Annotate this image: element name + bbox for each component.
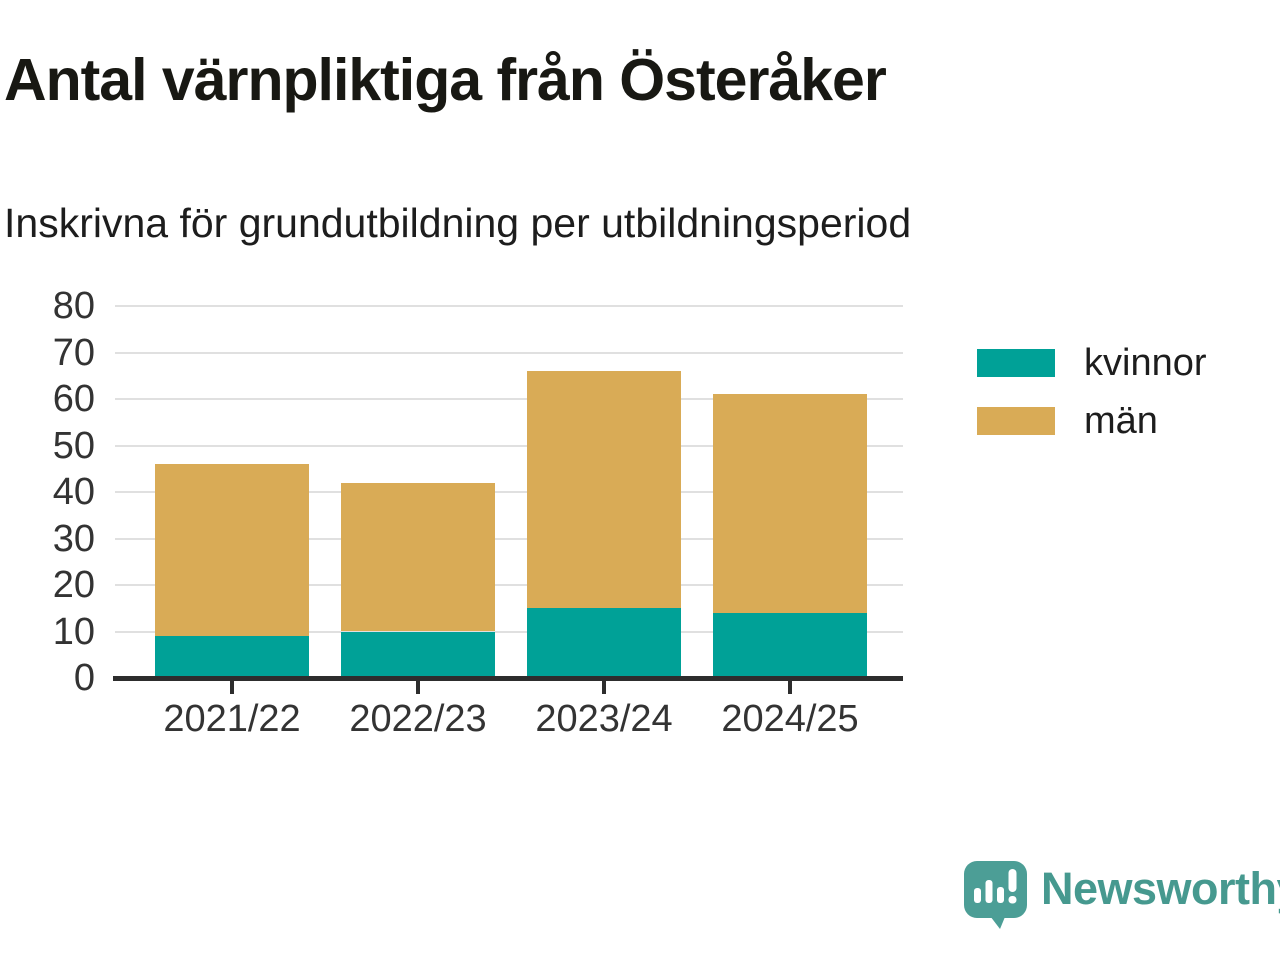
legend: kvinnor män [977,344,1207,460]
gridline-40 [115,491,903,493]
bar-segment-män-2023/24 [527,371,681,609]
y-tick-label: 70 [52,331,95,374]
gridline-60 [115,398,903,400]
x-tick [788,681,792,694]
gridline-20 [115,584,903,586]
chart-subtitle: Inskrivna för grundutbildning per utbild… [4,200,912,246]
gridline-50 [115,444,903,447]
legend-label-män: män [1084,400,1158,442]
x-axis-line [113,676,903,681]
y-tick-label: 10 [52,610,95,653]
y-tick-label: 60 [52,378,95,420]
legend-swatch-män [977,407,1055,435]
bar-segment-kvinnor-2024/25 [713,612,867,678]
x-tick [602,681,606,694]
bar-segment-män-2024/25 [713,394,867,613]
y-tick-label: 50 [52,424,95,467]
x-tick-label: 2023/24 [535,698,673,740]
y-tick-label: 30 [52,517,95,560]
y-tick-label: 0 [73,657,95,699]
newsworthy-speech-bubble-bar-chart-icon [964,861,1027,929]
gridline-30 [115,537,903,540]
legend-swatch-kvinnor [977,349,1055,377]
newsworthy-logo: Newsworthy [963,860,1280,930]
y-tick-label: 40 [52,471,95,513]
legend-label-kvinnor: kvinnor [1084,342,1207,384]
y-tick-label: 20 [52,564,95,606]
bar-segment-kvinnor-2023/24 [527,608,681,678]
chart-title: Antal värnpliktiga från Österåker [4,47,887,113]
x-tick-label: 2021/22 [163,698,301,740]
bar-segment-kvinnor-2021/22 [155,636,309,678]
legend-item-män: män [977,402,1207,440]
gridline-80 [115,305,903,307]
gridline-10 [115,630,903,633]
x-tick-label: 2024/25 [721,698,859,740]
gridline-70 [115,351,903,354]
bar-segment-kvinnor-2022/23 [341,631,495,678]
newsworthy-logo-text: Newsworthy [1041,863,1280,914]
legend-item-kvinnor: kvinnor [977,344,1207,382]
x-tick [416,681,420,694]
bar-segment-män-2022/23 [341,482,495,632]
bar-segment-män-2021/22 [155,464,309,637]
x-tick-label: 2022/23 [349,698,487,740]
x-tick [230,681,234,694]
y-tick-label: 80 [52,285,95,327]
